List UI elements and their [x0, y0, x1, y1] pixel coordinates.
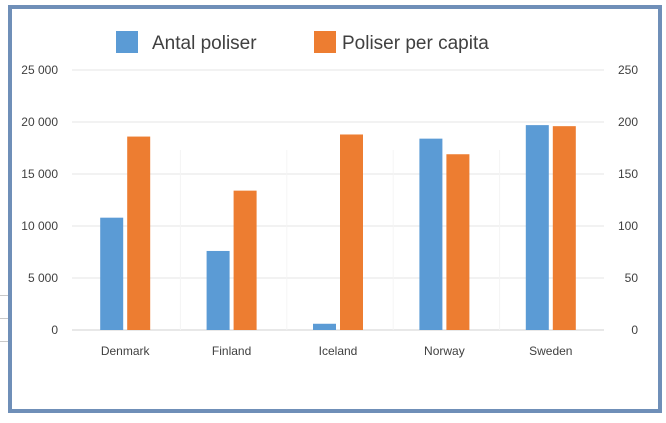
category-label: Norway — [424, 344, 465, 358]
bar-antal-poliser-norway — [419, 138, 443, 330]
category-label: Finland — [212, 344, 251, 358]
gridlines — [72, 69, 604, 331]
bar-antal-poliser-iceland — [313, 323, 336, 330]
bar-antal-poliser-sweden — [525, 125, 549, 331]
left-tick-label: 20 000 — [21, 115, 58, 129]
right-axis: 0 50 100 150 200 250 — [618, 63, 638, 337]
bar-antal-poliser-denmark — [100, 217, 124, 330]
category-label: Denmark — [101, 344, 151, 358]
legend: Antal poliser Poliser per capita — [116, 31, 489, 54]
category-label: Sweden — [529, 344, 572, 358]
category-axis: Denmark Finland Iceland Norway Sweden — [101, 344, 573, 358]
legend-swatch-poliser-per-capita — [314, 31, 336, 53]
legend-label-poliser-per-capita: Poliser per capita — [342, 33, 489, 54]
bar-poliser-per-capita-denmark — [127, 136, 151, 330]
left-tick-label: 25 000 — [21, 63, 58, 77]
left-tick-label: 10 000 — [21, 219, 58, 233]
category-label: Iceland — [319, 344, 358, 358]
bar-antal-poliser-finland — [206, 250, 230, 330]
legend-label-antal-poliser: Antal poliser — [152, 33, 257, 54]
right-tick-label: 50 — [625, 271, 639, 285]
right-tick-label: 100 — [618, 219, 638, 233]
legend-swatch-antal-poliser — [116, 31, 138, 53]
bar-poliser-per-capita-norway — [446, 154, 470, 330]
left-tick-label: 5 000 — [28, 271, 58, 285]
bar-poliser-per-capita-finland — [233, 190, 257, 330]
bars — [100, 125, 576, 331]
divider-line — [0, 318, 8, 319]
divider-line — [0, 295, 8, 296]
left-tick-label: 0 — [51, 323, 58, 337]
right-tick-label: 250 — [618, 63, 638, 77]
bar-poliser-per-capita-iceland — [340, 134, 363, 330]
bar-poliser-per-capita-sweden — [552, 126, 576, 330]
divider-line — [0, 341, 8, 342]
right-tick-label: 0 — [631, 323, 638, 337]
right-tick-label: 150 — [618, 167, 638, 181]
right-tick-label: 200 — [618, 115, 638, 129]
left-axis: 0 5 000 10 000 15 000 20 000 25 000 — [21, 63, 58, 337]
left-tick-label: 15 000 — [21, 167, 58, 181]
